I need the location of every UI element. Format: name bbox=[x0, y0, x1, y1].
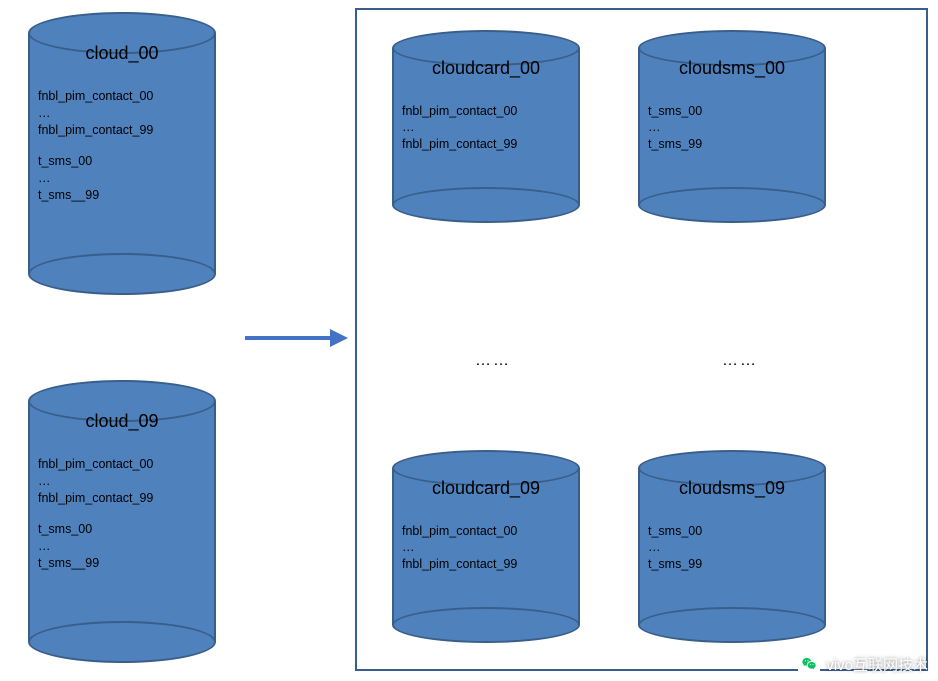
cylinder-text: cloudcard_00 fnbl_pim_contact_00…fnbl_pim… bbox=[398, 52, 574, 154]
db-cylinder-cloudcard_00: cloudcard_00 fnbl_pim_contact_00…fnbl_pim… bbox=[392, 30, 580, 223]
cylinder-line: t_sms_00 bbox=[34, 521, 210, 538]
cylinder-text: cloudsms_09 t_sms_00…t_sms_99 bbox=[644, 472, 820, 574]
migration-arrow bbox=[245, 329, 348, 347]
cylinder-title: cloud_09 bbox=[34, 411, 210, 432]
cylinder-line: fnbl_pim_contact_99 bbox=[34, 122, 210, 139]
cylinder-line: fnbl_pim_contact_99 bbox=[398, 136, 574, 153]
cylinder-line: fnbl_pim_contact_00 bbox=[34, 88, 210, 105]
cylinder-line: fnbl_pim_contact_99 bbox=[34, 490, 210, 507]
cylinder-title: cloud_00 bbox=[34, 43, 210, 64]
cylinder-line: … bbox=[34, 170, 210, 187]
cylinder-line: … bbox=[398, 119, 574, 136]
cylinder-line: t_sms__99 bbox=[34, 555, 210, 572]
cylinder-line: fnbl_pim_contact_99 bbox=[398, 556, 574, 573]
cylinder-line: t_sms_99 bbox=[644, 556, 820, 573]
ellipsis-label: …… bbox=[722, 352, 758, 370]
db-cylinder-cloudsms_09: cloudsms_09 t_sms_00…t_sms_99 bbox=[638, 450, 826, 643]
cylinder-line: t_sms__99 bbox=[34, 187, 210, 204]
cylinder-bottom bbox=[28, 621, 216, 663]
watermark: vivo互联网技术 bbox=[798, 653, 928, 675]
cylinder-bottom bbox=[392, 187, 580, 223]
cylinder-title: cloudcard_09 bbox=[398, 478, 574, 499]
cylinder-line: … bbox=[398, 539, 574, 556]
cylinder-title: cloudsms_00 bbox=[644, 58, 820, 79]
cylinder-line: fnbl_pim_contact_00 bbox=[398, 523, 574, 540]
cylinder-line: … bbox=[34, 473, 210, 490]
db-cylinder-cloudcard_09: cloudcard_09 fnbl_pim_contact_00…fnbl_pim… bbox=[392, 450, 580, 643]
cylinder-line: fnbl_pim_contact_00 bbox=[398, 103, 574, 120]
cylinder-bottom bbox=[638, 607, 826, 643]
cylinder-text: cloud_09fnbl_pim_contact_00…fnbl_pim_con… bbox=[34, 405, 210, 571]
arrow-shaft bbox=[245, 336, 332, 340]
watermark-text: vivo互联网技术 bbox=[826, 654, 928, 675]
cylinder-text: cloud_00fnbl_pim_contact_00…fnbl_pim_con… bbox=[34, 37, 210, 203]
db-cylinder-cloud_00: cloud_00fnbl_pim_contact_00…fnbl_pim_con… bbox=[28, 12, 216, 295]
cylinder-line: fnbl_pim_contact_00 bbox=[34, 456, 210, 473]
ellipsis-label: …… bbox=[475, 352, 511, 370]
wechat-icon bbox=[798, 653, 820, 675]
cylinder-line: … bbox=[644, 539, 820, 556]
cylinder-title: cloudsms_09 bbox=[644, 478, 820, 499]
cylinder-line: t_sms_99 bbox=[644, 136, 820, 153]
cylinder-text: cloudsms_00 t_sms_00…t_sms_99 bbox=[644, 52, 820, 154]
cylinder-line: … bbox=[34, 105, 210, 122]
db-cylinder-cloudsms_00: cloudsms_00 t_sms_00…t_sms_99 bbox=[638, 30, 826, 223]
cylinder-bottom bbox=[638, 187, 826, 223]
cylinder-line: t_sms_00 bbox=[644, 523, 820, 540]
db-cylinder-cloud_09: cloud_09fnbl_pim_contact_00…fnbl_pim_con… bbox=[28, 380, 216, 663]
cylinder-title: cloudcard_00 bbox=[398, 58, 574, 79]
cylinder-line: t_sms_00 bbox=[34, 153, 210, 170]
cylinder-bottom bbox=[392, 607, 580, 643]
cylinder-line: t_sms_00 bbox=[644, 103, 820, 120]
cylinder-bottom bbox=[28, 253, 216, 295]
cylinder-line: … bbox=[644, 119, 820, 136]
cylinder-line: … bbox=[34, 538, 210, 555]
cylinder-text: cloudcard_09 fnbl_pim_contact_00…fnbl_pim… bbox=[398, 472, 574, 574]
arrow-head-icon bbox=[330, 329, 348, 347]
